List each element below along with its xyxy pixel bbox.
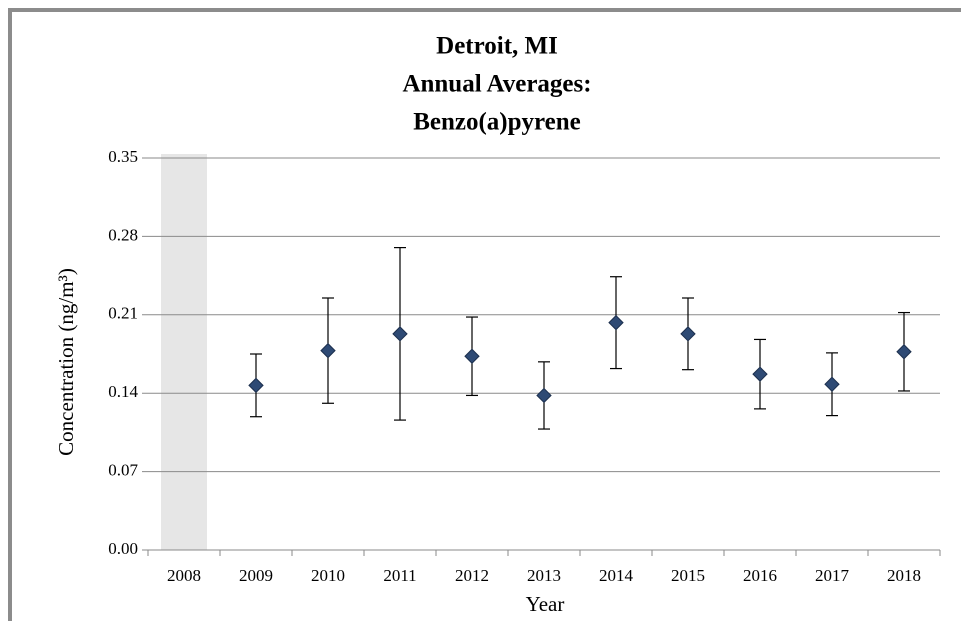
chart-title: Benzo(a)pyrene <box>413 109 581 136</box>
y-tick-label: 0.28 <box>108 225 138 244</box>
no-data-band <box>161 154 207 550</box>
x-axis-label: Year <box>526 592 565 616</box>
y-tick-label: 0.14 <box>108 382 138 401</box>
point <box>824 376 840 392</box>
x-tick-label: 2013 <box>527 566 561 585</box>
point <box>248 377 264 394</box>
point <box>608 314 624 331</box>
x-tick-label: 2014 <box>599 566 634 585</box>
chart-title: Detroit, MI <box>436 33 558 60</box>
point <box>752 366 768 382</box>
chart-title: Annual Averages: <box>402 71 591 98</box>
x-tick-label: 2009 <box>239 566 273 585</box>
y-tick-label: 0.07 <box>108 461 138 480</box>
x-tick-label: 2010 <box>311 566 345 585</box>
y-tick-label: 0.35 <box>108 147 138 166</box>
point <box>320 342 336 359</box>
x-tick-label: 2011 <box>383 566 416 585</box>
point <box>680 326 696 342</box>
x-tick-label: 2017 <box>815 566 850 585</box>
point <box>896 344 912 360</box>
y-tick-label: 0.00 <box>108 539 138 558</box>
x-tick-label: 2016 <box>743 566 777 585</box>
point <box>392 326 408 342</box>
frame <box>8 8 961 621</box>
y-tick-label: 0.21 <box>108 304 138 323</box>
point <box>464 348 480 364</box>
x-tick-label: 2012 <box>455 566 489 585</box>
x-tick-label: 2018 <box>887 566 921 585</box>
y-axis-label: Concentration (ng/m³) <box>54 268 78 456</box>
x-tick-label: 2008 <box>167 566 201 585</box>
x-tick-label: 2015 <box>671 566 705 585</box>
point <box>536 387 552 404</box>
